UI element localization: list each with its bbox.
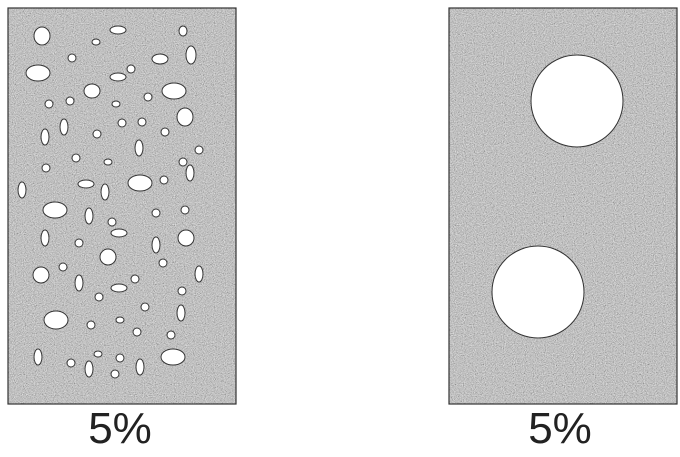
small-pore xyxy=(74,238,84,248)
small-pore xyxy=(92,129,102,139)
small-pore xyxy=(130,274,140,284)
small-pore xyxy=(40,229,50,247)
small-pore xyxy=(117,118,127,128)
panel-right xyxy=(448,7,678,405)
small-pore xyxy=(65,96,75,106)
small-pore xyxy=(66,358,76,368)
pores-right xyxy=(491,54,624,339)
small-pore xyxy=(110,369,120,379)
small-pore xyxy=(159,175,169,185)
small-pore xyxy=(180,205,190,215)
small-pore xyxy=(99,248,117,266)
small-pore xyxy=(177,286,187,296)
small-pore xyxy=(44,99,54,109)
small-pore xyxy=(194,145,204,155)
small-pore xyxy=(109,25,127,35)
small-pore xyxy=(40,128,50,146)
small-pore xyxy=(74,274,84,292)
small-pore xyxy=(160,348,186,366)
small-pore xyxy=(86,320,96,330)
small-pore xyxy=(43,310,69,330)
small-pore xyxy=(71,153,81,163)
small-pore xyxy=(134,139,144,157)
small-pore xyxy=(115,353,125,363)
small-pore xyxy=(33,348,43,366)
small-pore xyxy=(83,83,101,99)
small-pore xyxy=(178,25,188,37)
small-pore xyxy=(110,283,128,293)
small-pore xyxy=(94,292,104,302)
small-pore xyxy=(91,38,101,46)
small-pore xyxy=(143,92,153,102)
small-pore xyxy=(158,258,168,268)
small-pore xyxy=(177,229,195,247)
small-pore xyxy=(32,266,50,284)
small-pore xyxy=(109,72,127,82)
small-pore xyxy=(151,53,169,65)
small-pore xyxy=(111,100,121,108)
small-pore xyxy=(107,217,117,227)
small-pore xyxy=(176,107,194,127)
small-pore xyxy=(161,82,187,100)
diagram-canvas xyxy=(7,7,678,405)
pores-left xyxy=(17,25,204,379)
small-pore xyxy=(115,316,125,324)
small-pore xyxy=(41,163,51,173)
small-pore xyxy=(151,236,161,254)
small-pore xyxy=(176,304,186,322)
panel-border-left xyxy=(7,7,237,405)
small-pore xyxy=(84,360,94,378)
small-pore xyxy=(103,158,113,166)
small-pore xyxy=(100,183,110,201)
small-pore xyxy=(93,350,103,358)
small-pore xyxy=(59,118,69,136)
caption-left: 5% xyxy=(88,404,152,453)
small-pore xyxy=(84,207,94,225)
small-pore xyxy=(67,53,77,63)
small-pore xyxy=(160,127,170,137)
small-pore xyxy=(17,181,27,199)
small-pore xyxy=(126,64,136,74)
small-pore xyxy=(178,157,188,167)
small-pore xyxy=(33,26,51,46)
small-pore xyxy=(166,330,176,340)
small-pore xyxy=(25,64,51,82)
small-pore xyxy=(135,358,145,376)
small-pore xyxy=(127,174,153,192)
small-pore xyxy=(185,45,197,65)
small-pore xyxy=(77,179,95,189)
small-pore xyxy=(137,117,147,127)
panel-border-right xyxy=(448,7,678,405)
panel-left xyxy=(7,7,237,405)
small-pore xyxy=(140,302,150,312)
small-pore xyxy=(151,208,161,218)
small-pore xyxy=(132,327,142,337)
small-pore xyxy=(110,228,128,238)
large-pore xyxy=(530,54,624,148)
large-pore xyxy=(491,245,585,339)
small-pore xyxy=(194,265,204,283)
caption-right: 5% xyxy=(528,404,592,453)
small-pore xyxy=(42,201,68,219)
small-pore xyxy=(185,164,195,182)
small-pore xyxy=(58,262,68,272)
